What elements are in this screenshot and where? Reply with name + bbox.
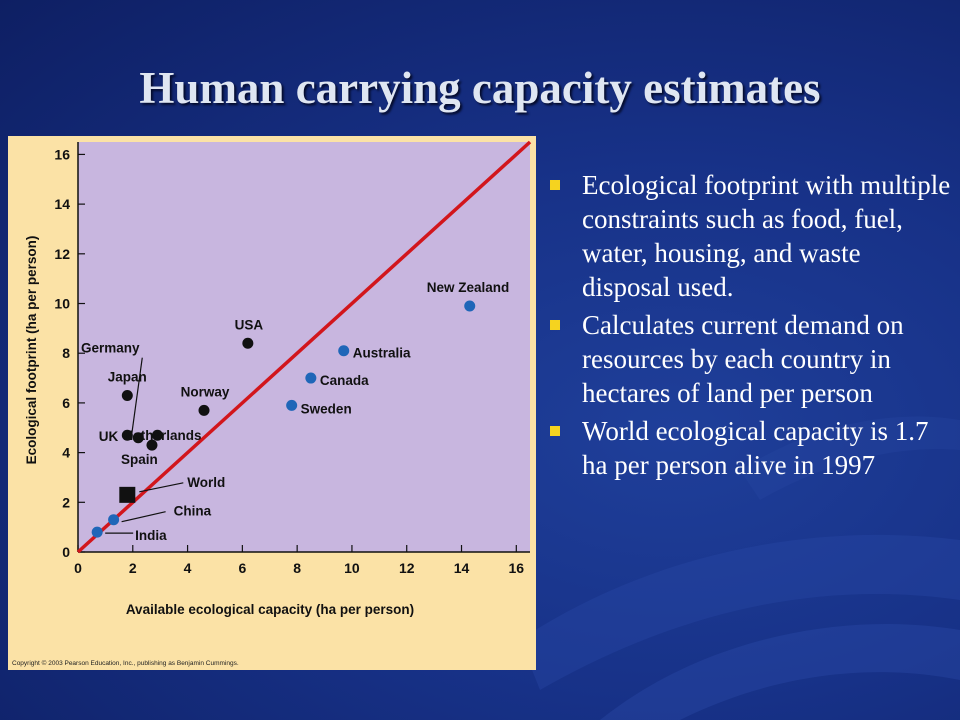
y-axis-label: Ecological footprint (ha per person) (24, 236, 39, 465)
point-china (108, 514, 120, 526)
point-label-china: China (174, 504, 212, 519)
x-tick-label: 6 (238, 560, 246, 576)
point-sweden (286, 399, 298, 411)
y-tick-label: 8 (62, 345, 70, 361)
x-tick-label: 10 (344, 560, 360, 576)
bullet-item: Ecological footprint with multiple const… (546, 168, 951, 304)
point-label-netherlands: Netherlands (123, 428, 201, 443)
point-spain (146, 439, 158, 451)
point-uk (121, 429, 133, 441)
y-tick-label: 0 (62, 544, 70, 560)
y-tick-label: 4 (62, 445, 70, 461)
point-label-germany: Germany (81, 341, 140, 356)
x-tick-label: 14 (454, 560, 470, 576)
point-japan (121, 389, 133, 401)
x-tick-label: 2 (129, 560, 137, 576)
bullet-item: World ecological capacity is 1.7 ha per … (546, 414, 951, 482)
point-label-india: India (135, 528, 167, 543)
bullet-text: Calculates current demand on resources b… (582, 310, 904, 408)
x-tick-label: 16 (509, 560, 525, 576)
point-label-norway: Norway (181, 384, 230, 399)
point-label-uk: UK (99, 429, 119, 444)
point-world (119, 486, 136, 503)
x-axis-label: Available ecological capacity (ha per pe… (126, 602, 414, 617)
point-label-usa: USA (235, 317, 264, 332)
copyright-note: Copyright © 2003 Pearson Education, Inc.… (12, 659, 239, 667)
x-tick-label: 4 (184, 560, 192, 576)
point-new-zealand (464, 300, 476, 312)
point-label-sweden: Sweden (301, 401, 352, 416)
x-tick-label: 0 (74, 560, 82, 576)
point-netherlands (151, 429, 163, 441)
slide-title: Human carrying capacity estimates (139, 63, 821, 113)
point-india (91, 526, 103, 538)
pointer-line-world (139, 482, 184, 493)
square-bullet-icon (550, 320, 560, 330)
pointer-line-china (121, 511, 166, 523)
y-tick-label: 6 (62, 395, 70, 411)
point-germany (132, 432, 144, 444)
y-tick-label: 12 (54, 246, 70, 262)
point-label-new-zealand: New Zealand (427, 280, 510, 295)
square-bullet-icon (550, 426, 560, 436)
y-tick-label: 2 (62, 494, 70, 510)
point-norway (198, 404, 210, 416)
point-label-japan: Japan (108, 369, 147, 384)
bullet-text: Ecological footprint with multiple const… (582, 170, 951, 302)
point-label-world: World (187, 475, 225, 490)
x-tick-label: 12 (399, 560, 415, 576)
footprint-scatter-chart: 0 2 4 6 8 10 12 14 16 0 2 4 6 8 10 12 14 16 New Zealand Au… (12, 140, 532, 667)
bullet-list: Ecological footprint with multiple const… (546, 168, 951, 486)
bullet-item: Calculates current demand on resources b… (546, 308, 951, 410)
square-bullet-icon (550, 180, 560, 190)
point-label-australia: Australia (353, 346, 411, 361)
x-tick-label: 8 (293, 560, 301, 576)
y-tick-label: 10 (54, 296, 70, 312)
y-tick-label: 14 (54, 196, 70, 212)
point-australia (338, 345, 350, 357)
point-canada (305, 372, 317, 384)
y-tick-label: 16 (54, 146, 70, 162)
footprint-chart-figure: 0 2 4 6 8 10 12 14 16 0 2 4 6 8 10 12 14 16 New Zealand Au… (8, 136, 536, 670)
pointer-line-germany (130, 357, 143, 438)
point-usa (242, 337, 254, 349)
point-label-canada: Canada (320, 373, 369, 388)
point-label-spain: Spain (121, 452, 158, 467)
equality-reference-line (76, 140, 532, 554)
bullet-text: World ecological capacity is 1.7 ha per … (582, 416, 929, 480)
